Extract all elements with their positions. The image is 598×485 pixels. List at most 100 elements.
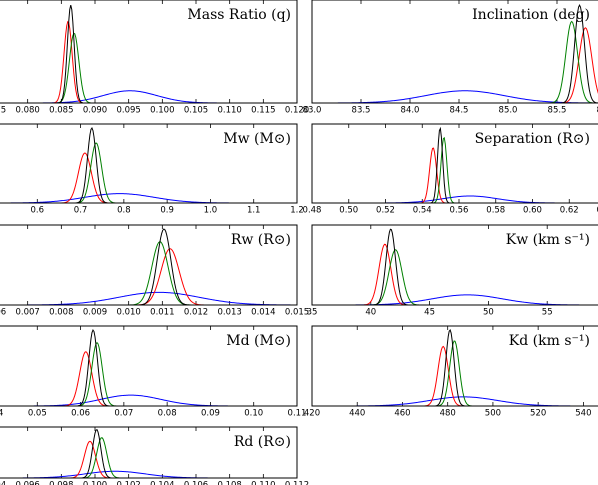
x-tick-label: 86.0 bbox=[597, 106, 598, 116]
x-tick-label: 0.06 bbox=[71, 409, 90, 419]
x-tick-label: 520 bbox=[530, 409, 546, 419]
x-tick-label: 0.012 bbox=[184, 308, 208, 318]
panel-title: Kw (km s⁻¹) bbox=[506, 232, 590, 248]
x-tick-label: 0.094 bbox=[0, 481, 6, 485]
density-curve bbox=[312, 20, 598, 103]
density-curve bbox=[0, 193, 297, 203]
x-tick-label: 45 bbox=[424, 308, 435, 318]
x-tick-label: 0.115 bbox=[251, 106, 275, 116]
panel-title: Mass Ratio (q) bbox=[187, 7, 291, 23]
x-tick-label: 0.08 bbox=[158, 409, 177, 419]
axes-frame bbox=[311, 0, 598, 104]
x-tick-label: 0.009 bbox=[83, 308, 107, 318]
density-curve bbox=[0, 90, 297, 103]
x-tick-label: 0.60 bbox=[523, 206, 542, 216]
x-tick-label: 0.098 bbox=[49, 481, 73, 485]
x-tick-label: 55 bbox=[542, 308, 553, 318]
panel-title: Kd (km s⁻¹) bbox=[509, 333, 590, 349]
x-tick-label: 0.008 bbox=[49, 308, 73, 318]
x-tick-label: 0.015 bbox=[285, 308, 309, 318]
x-tick-label: 1.2 bbox=[290, 206, 304, 216]
x-tick-label: 0.50 bbox=[339, 206, 358, 216]
axes-frame bbox=[0, 224, 298, 306]
x-tick-label: 0.096 bbox=[15, 481, 39, 485]
x-tick-label: 85.5 bbox=[548, 106, 567, 116]
x-tick-label: 0.013 bbox=[217, 308, 241, 318]
x-tick-label: 0.102 bbox=[116, 481, 140, 485]
x-tick-label: 0.56 bbox=[450, 206, 469, 216]
density-curve bbox=[312, 195, 598, 203]
x-tick-label: 0.104 bbox=[150, 481, 174, 485]
x-tick-label: 0.112 bbox=[285, 481, 309, 485]
density-curve bbox=[0, 248, 297, 305]
density-curve bbox=[312, 27, 598, 103]
axes-frame bbox=[311, 325, 598, 407]
axes-frame bbox=[311, 224, 598, 306]
x-tick-label: 0.07 bbox=[114, 409, 133, 419]
x-tick-label: 0.52 bbox=[376, 206, 395, 216]
panel-title: Rd (R⊙) bbox=[234, 434, 291, 450]
x-tick-label: 0.10 bbox=[244, 409, 263, 419]
density-curve bbox=[312, 340, 598, 406]
x-tick-label: 0.7 bbox=[74, 206, 88, 216]
x-tick-label: 540 bbox=[575, 409, 591, 419]
panel-title: Inclination (deg) bbox=[472, 7, 590, 23]
panel-title: Rw (R⊙) bbox=[231, 232, 291, 248]
x-tick-label: 0.58 bbox=[486, 206, 505, 216]
x-tick-label: 0.100 bbox=[150, 106, 174, 116]
x-tick-label: 420 bbox=[304, 409, 320, 419]
density-curve bbox=[0, 241, 297, 305]
x-tick-label: 83.0 bbox=[303, 106, 322, 116]
x-tick-label: 0.085 bbox=[49, 106, 73, 116]
x-tick-label: 0.007 bbox=[15, 308, 39, 318]
density-curve bbox=[0, 228, 297, 305]
x-tick-label: 0.095 bbox=[116, 106, 140, 116]
x-tick-label: 0.9 bbox=[160, 206, 174, 216]
x-tick-label: 0.6 bbox=[31, 206, 45, 216]
x-tick-label: 85.0 bbox=[499, 106, 518, 116]
x-tick-label: 83.5 bbox=[352, 106, 371, 116]
x-tick-label: 1.0 bbox=[204, 206, 218, 216]
x-tick-label: 0.11 bbox=[288, 409, 307, 419]
x-tick-label: 40 bbox=[365, 308, 376, 318]
density-curve bbox=[0, 20, 297, 103]
panel-title: Md (M⊙) bbox=[226, 333, 291, 349]
x-tick-label: 0.54 bbox=[413, 206, 432, 216]
x-tick-label: 0.080 bbox=[15, 106, 39, 116]
density-curve bbox=[312, 147, 598, 203]
density-curve bbox=[0, 152, 297, 203]
axes-frame bbox=[0, 325, 298, 407]
x-tick-label: 500 bbox=[485, 409, 501, 419]
x-tick-label: 0.64 bbox=[597, 206, 598, 216]
axes-frame bbox=[0, 123, 298, 204]
x-tick-label: 0.09 bbox=[201, 409, 220, 419]
x-tick-label: 0.010 bbox=[116, 308, 140, 318]
x-tick-label: 84.0 bbox=[401, 106, 420, 116]
density-curve bbox=[312, 328, 598, 406]
density-curve bbox=[0, 470, 297, 478]
x-tick-label: 0.075 bbox=[0, 106, 6, 116]
x-tick-label: 0.48 bbox=[303, 206, 322, 216]
density-curve bbox=[0, 32, 297, 103]
axes-frame bbox=[311, 123, 598, 204]
x-tick-label: 440 bbox=[349, 409, 365, 419]
density-curve bbox=[0, 142, 297, 203]
x-tick-label: 0.014 bbox=[251, 308, 275, 318]
x-tick-label: 480 bbox=[440, 409, 456, 419]
axes-frame bbox=[0, 0, 298, 104]
x-tick-label: 0.110 bbox=[217, 106, 241, 116]
x-tick-label: 0.8 bbox=[117, 206, 131, 216]
panel-title: Mw (M⊙) bbox=[223, 131, 291, 147]
x-tick-label: 0.04 bbox=[0, 409, 3, 419]
x-tick-label: 1.1 bbox=[247, 206, 261, 216]
x-tick-label: 35 bbox=[307, 308, 318, 318]
density-curve bbox=[312, 294, 598, 305]
axes-frame bbox=[0, 426, 298, 479]
x-tick-label: 0.106 bbox=[184, 481, 208, 485]
density-curve bbox=[0, 351, 297, 406]
x-tick-label: 0.006 bbox=[0, 308, 6, 318]
density-curve bbox=[312, 345, 598, 406]
x-tick-label: 0.05 bbox=[28, 409, 47, 419]
